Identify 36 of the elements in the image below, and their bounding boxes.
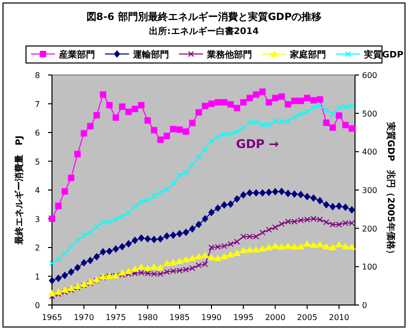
legend-label: 実質GDP xyxy=(364,50,404,60)
subtitle: 出所:エネルギー白書2014 xyxy=(149,27,259,37)
y-tick: 7 xyxy=(34,100,40,109)
legend-label: 家庭部門 xyxy=(290,50,326,60)
y2label: 実質GDP 兆円（2005年価格） xyxy=(385,122,395,258)
y-tick: 3 xyxy=(34,214,40,224)
x-tick: 1975 xyxy=(106,313,126,322)
x-tick: 1970 xyxy=(74,313,94,322)
legend-label: 運輸部門 xyxy=(133,50,169,60)
y-tick: 1 xyxy=(34,272,40,282)
y2-tick: 500 xyxy=(362,109,378,118)
x-tick: 2010 xyxy=(328,313,350,322)
y-tick: 4 xyxy=(34,186,40,195)
y2-tick: 600 xyxy=(362,71,378,80)
y-tick: 5 xyxy=(34,157,40,166)
y-tick: 6 xyxy=(34,128,40,138)
x-tick: 2005 xyxy=(296,313,318,322)
y-tick: 0 xyxy=(34,301,40,310)
x-tick: 1995 xyxy=(233,313,254,322)
y-tick: 8 xyxy=(34,71,40,80)
y2-tick: 400 xyxy=(362,148,378,157)
y2-tick: 300 xyxy=(362,186,378,195)
annotation: GDP → xyxy=(236,137,279,151)
legend-label: 産業部門 xyxy=(59,50,95,60)
title: 図8-6 部門別最終エネルギー消費と実質GDPの推移 xyxy=(86,12,322,23)
x-tick: 1980 xyxy=(138,313,158,322)
x-tick: 1990 xyxy=(201,313,222,322)
x-tick: 2000 xyxy=(265,313,286,322)
x-tick: 1965 xyxy=(42,313,62,322)
y2-tick: 200 xyxy=(362,224,378,234)
x-tick: 1985 xyxy=(169,313,190,322)
ylabel: 最終エネルギー消費量 PJ xyxy=(15,136,25,244)
y-tick: 2 xyxy=(34,244,40,252)
y2-tick: 0 xyxy=(362,301,368,310)
y2-tick: 100 xyxy=(362,262,378,272)
legend-label: 業務他部門 xyxy=(207,50,252,60)
